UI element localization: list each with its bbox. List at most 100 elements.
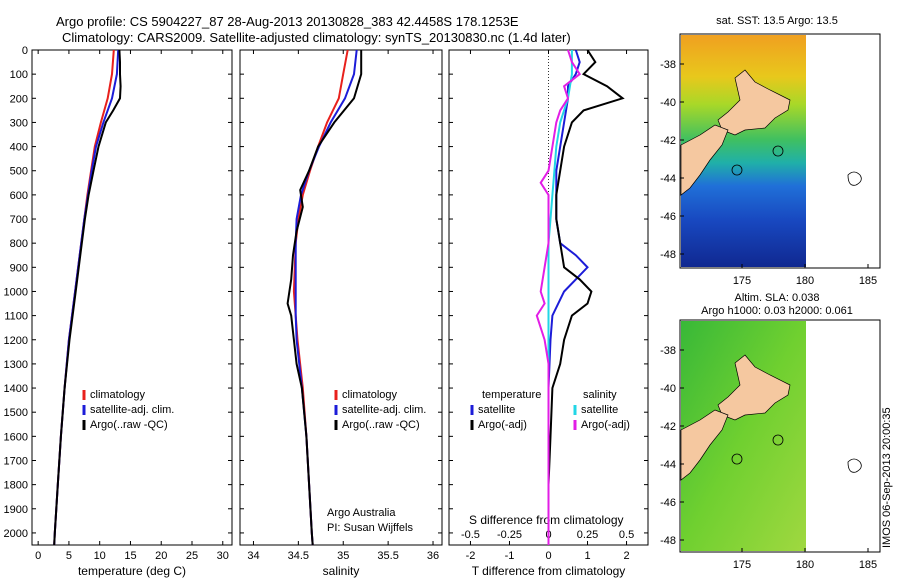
argo-location-marker-2 (772, 434, 784, 446)
map-y-tick-label: -48 (660, 249, 676, 261)
annotation-line1: Argo Australia (327, 507, 396, 519)
map-y-tick-label: -48 (660, 535, 676, 547)
x-tick-label: -2 (466, 550, 476, 562)
map-y-tick-label: -46 (660, 497, 676, 509)
annotation-line2: PI: Susan Wijffels (327, 522, 413, 534)
y-tick-label: 1800 (4, 480, 28, 492)
map-y-tick-label: -38 (660, 345, 676, 357)
map-y-tick-label: -42 (660, 135, 676, 147)
map1-y-ticks: -38 -40 -42 -44 -46 -48 (660, 59, 684, 261)
map-y-tick-label: -42 (660, 421, 676, 433)
y-tick-label: 800 (10, 238, 28, 250)
y-tick-label: 1500 (4, 407, 28, 419)
x-axis-label: salinity (323, 564, 360, 578)
series-line-argoadj (535, 49, 582, 545)
x-tick-label: 20 (155, 550, 167, 562)
sla-map (679, 319, 881, 553)
y-tick-label: 900 (10, 262, 28, 274)
y-tick-label: 1600 (4, 431, 28, 443)
series-line-argoadj (547, 49, 625, 545)
x-tick-label: 0 (35, 550, 41, 562)
y-tick-label: 1200 (4, 335, 28, 347)
chatham-island-shape (847, 171, 862, 186)
salinity-panel: 34 34.5 35 35.5 36 salinity climatology satelli… (239, 49, 443, 578)
series-line-argorawqc (286, 50, 363, 546)
s-tick-label: 0.25 (577, 529, 598, 541)
y-tick-label: 100 (10, 69, 28, 81)
x-tick-label: 15 (124, 550, 136, 562)
y-tick-label: 1000 (4, 286, 28, 298)
x-tick-label: -1 (505, 550, 515, 562)
map-x-tick-label: 175 (733, 275, 751, 287)
map-y-tick-label: -40 (660, 97, 676, 109)
south-island-shape (680, 124, 729, 196)
south-island-shape-2 (680, 409, 729, 481)
y-tick-label: 1400 (4, 383, 28, 395)
header-line2: Climatology: CARS2009. Satellite-adjuste… (62, 30, 571, 45)
map-y-tick-label: -44 (660, 459, 676, 471)
s-tick-label: -0.25 (497, 529, 522, 541)
temperature-panel: 0100200300400500600700800900100011001200… (4, 45, 233, 578)
map-y-tick-label: -38 (660, 59, 676, 71)
plot-frame (31, 49, 233, 546)
s-tick-label: -0.5 (461, 529, 480, 541)
header-line1: Argo profile: CS 5904227_87 28-Aug-2013 … (56, 14, 519, 29)
legend-label: satellite (478, 404, 515, 416)
legend-label: Argo(..raw -QC) (90, 419, 168, 431)
y-tick-label: 600 (10, 190, 28, 202)
x-tick-label: 30 (217, 550, 229, 562)
map2-subtitle: Argo h1000: 0.03 h2000: 0.061 (701, 305, 853, 317)
legend-label: satellite (581, 404, 618, 416)
x-tick-label: 35.5 (377, 550, 398, 562)
map-x-tick-label: 185 (859, 559, 877, 571)
x-axis-label: temperature (deg C) (78, 564, 186, 578)
map1-title: sat. SST: 13.5 Argo: 13.5 (716, 15, 838, 27)
legend-label: Argo(-adj) (581, 419, 630, 431)
north-island-shape (717, 69, 791, 136)
x-tick-label: 10 (94, 550, 106, 562)
legend-label: Argo(..raw -QC) (342, 419, 420, 431)
x-tick-label: 35 (337, 550, 349, 562)
series-line-argorawqc (53, 49, 122, 546)
y-tick-label: 500 (10, 166, 28, 178)
legend-label: Argo(-adj) (478, 419, 527, 431)
y-tick-label: 2000 (4, 528, 28, 540)
x-axis-label-top: S difference from climatology (469, 513, 624, 527)
y-tick-label: 700 (10, 214, 28, 226)
map2-x-ticks: 175 180 185 (733, 548, 877, 571)
map2-y-ticks: -38 -40 -42 -44 -46 -48 (660, 345, 684, 547)
legend-label: satellite-adj. clim. (342, 404, 426, 416)
x-tick-label: 1 (584, 550, 590, 562)
s-tick-label: 0.5 (619, 529, 634, 541)
map2-title: Altim. SLA: 0.038 (735, 292, 820, 304)
y-tick-label: 0 (22, 45, 28, 57)
y-tick-label: 200 (10, 93, 28, 105)
y-tick-label: 1300 (4, 359, 28, 371)
legend-title: temperature (482, 389, 541, 401)
map-y-tick-label: -44 (660, 173, 676, 185)
map-y-tick-label: -40 (660, 383, 676, 395)
x-tick-label: 34 (247, 550, 259, 562)
argo-location-marker (772, 145, 784, 157)
x-tick-label: 36 (427, 550, 439, 562)
island-contour-2 (731, 453, 743, 465)
credit-text: IMOS 06-Sep-2013 20:00:35 (881, 407, 893, 548)
chatham-island-shape-2 (847, 458, 862, 473)
map1-x-ticks: 175 180 185 (733, 264, 877, 287)
y-tick-label: 1900 (4, 504, 28, 516)
y-tick-label: 1100 (4, 311, 28, 323)
x-tick-label: 34.5 (288, 550, 309, 562)
map-x-tick-label: 175 (733, 559, 751, 571)
legend-label: climatology (90, 389, 146, 401)
legend-title: salinity (583, 389, 617, 401)
y-tick-label: 300 (10, 117, 28, 129)
map-y-tick-label: -46 (660, 211, 676, 223)
x-tick-label: 5 (66, 550, 72, 562)
north-island-shape-2 (717, 354, 791, 421)
x-tick-label: 25 (186, 550, 198, 562)
legend-label: satellite-adj. clim. (90, 404, 174, 416)
plot-frame (239, 49, 443, 546)
map-x-tick-label: 180 (796, 559, 814, 571)
x-axis-label: T difference from climatology (472, 564, 626, 578)
